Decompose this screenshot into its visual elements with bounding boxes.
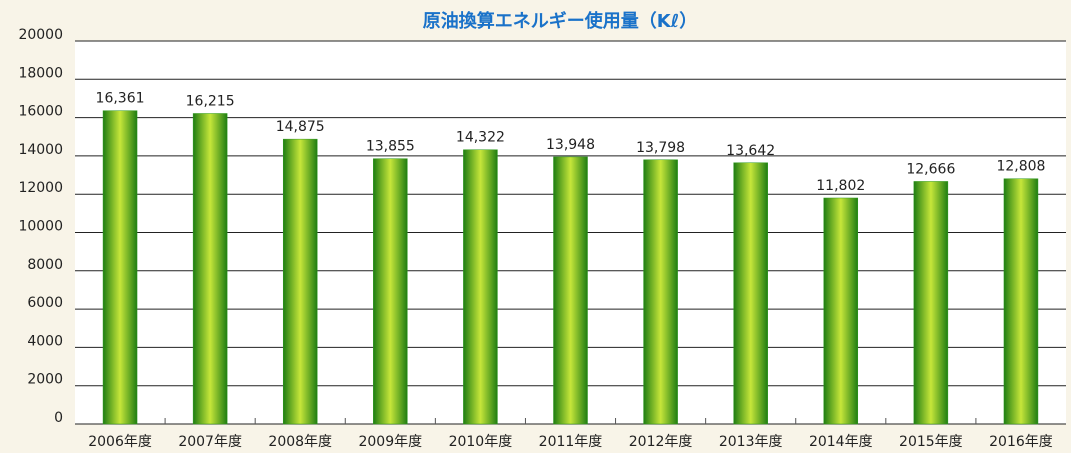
y-tick-label: 16000 [18, 104, 63, 120]
y-tick-label: 14000 [18, 142, 63, 158]
value-label: 13,798 [636, 140, 685, 156]
y-tick-label: 8000 [27, 257, 63, 273]
bar [463, 149, 498, 425]
value-label: 14,875 [276, 119, 325, 135]
value-label: 13,642 [726, 143, 775, 159]
value-label: 16,361 [96, 91, 145, 107]
value-label: 12,808 [996, 159, 1045, 175]
x-tick-label: 2008年度 [268, 434, 332, 450]
bar [553, 156, 588, 425]
bar [102, 110, 138, 425]
x-tick-label: 2014年度 [809, 434, 873, 450]
bar [823, 197, 859, 425]
y-tick-label: 4000 [27, 333, 63, 349]
bar [282, 138, 318, 425]
bar [913, 181, 949, 425]
x-tick-label: 2007年度 [178, 434, 242, 450]
bar [192, 113, 228, 425]
value-label: 13,948 [546, 137, 595, 153]
value-label: 12,666 [906, 161, 955, 177]
chart-title: 原油換算エネルギー使用量（Kℓ） [423, 10, 697, 32]
x-tick-label: 2009年度 [358, 434, 422, 450]
x-tick-label: 2012年度 [629, 434, 693, 450]
bar [643, 159, 678, 425]
x-tick-label: 2006年度 [88, 434, 152, 450]
value-label: 16,215 [186, 93, 235, 109]
x-tick-label: 2011年度 [539, 434, 603, 450]
x-tick-label: 2016年度 [989, 434, 1053, 450]
bar [1003, 178, 1039, 425]
value-label: 11,802 [816, 178, 865, 194]
value-label: 14,322 [456, 130, 505, 146]
y-tick-label: 0 [54, 410, 63, 426]
x-tick-label: 2015年度 [899, 434, 963, 450]
y-tick-label: 12000 [18, 180, 63, 196]
x-tick-label: 2013年度 [719, 434, 783, 450]
y-tick-label: 6000 [27, 295, 63, 311]
x-tick-label: 2010年度 [449, 434, 513, 450]
y-tick-label: 10000 [18, 219, 63, 235]
y-tick-label: 2000 [27, 372, 63, 388]
bar [733, 162, 768, 425]
bar [373, 158, 408, 425]
y-tick-label: 18000 [18, 65, 63, 81]
y-tick-label: 20000 [18, 27, 63, 43]
value-label: 13,855 [366, 139, 415, 155]
